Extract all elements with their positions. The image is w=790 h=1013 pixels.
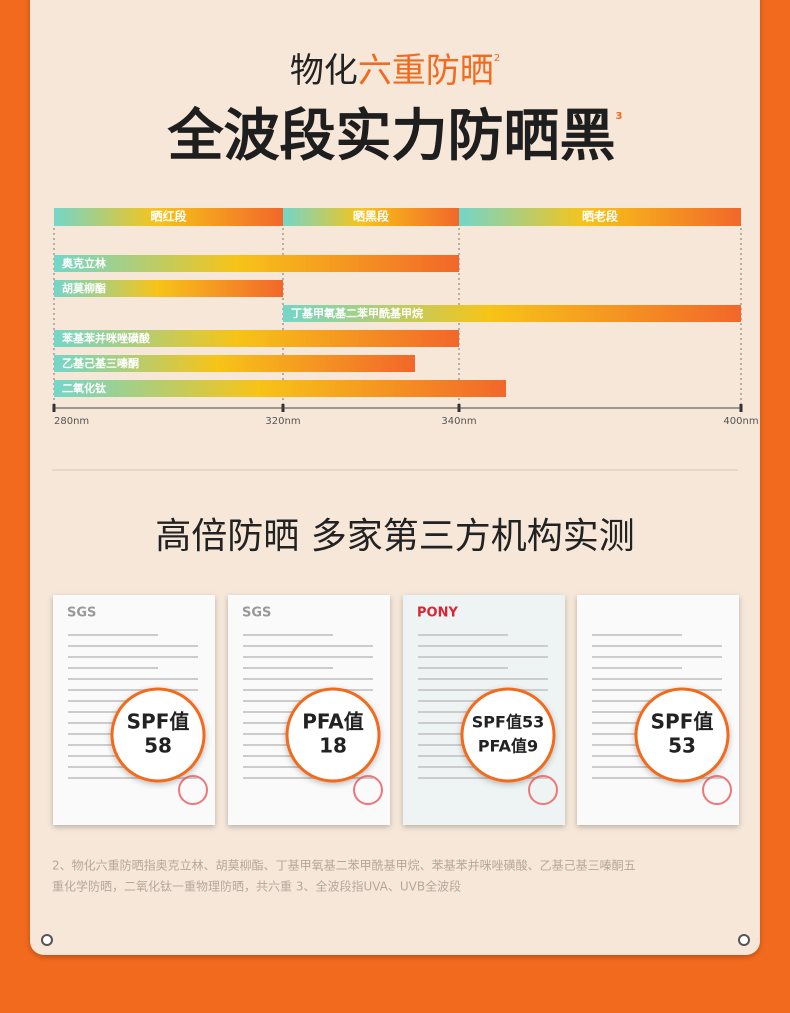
tick-label: 320nm (265, 416, 300, 427)
range-bar (283, 305, 741, 322)
screw (41, 934, 53, 946)
certificate-logo: SGS (67, 606, 96, 621)
range-bar (54, 280, 283, 297)
bar-label: 二氧化钛 (62, 381, 107, 395)
band (459, 208, 741, 226)
footnote: 重化学防晒，二氧化钛一重物理防晒，共六重 3、全波段指UVA、UVB全波段 (52, 879, 461, 894)
bar-label: 丁基甲氧基二苯甲酰基甲烷 (291, 306, 423, 320)
result-badge (460, 687, 556, 783)
range-bar (54, 380, 506, 397)
headline: 物化六重防晒2 (290, 51, 500, 91)
stamp (702, 775, 732, 805)
band (283, 208, 459, 226)
band (54, 208, 283, 226)
range-bar (54, 255, 459, 272)
result-badge (110, 687, 206, 783)
bar-label: 奥克立林 (61, 256, 106, 270)
result-text: PFA值9 (478, 737, 538, 756)
range-bar (54, 330, 459, 347)
stamp (178, 775, 208, 805)
tick-label: 340nm (441, 416, 476, 427)
tick-label: 400nm (723, 416, 758, 427)
result-text: SPF值 (651, 710, 714, 734)
result-badge (634, 687, 730, 783)
screw (738, 934, 750, 946)
footnote: 2、物化六重防晒指奥克立林、胡莫柳酯、丁基甲氧基二苯甲酰基甲烷、苯基苯并咪唑磺酸… (52, 858, 636, 873)
result-text: 58 (144, 734, 172, 758)
band-label: 晒老段 (582, 209, 619, 224)
section-title: 高倍防晒 多家第三方机构实测 (155, 516, 634, 557)
result-text: 18 (319, 734, 347, 758)
range-bar (54, 355, 415, 372)
result-text: SPF值53 (472, 713, 544, 732)
certificate-logo: PONY (417, 606, 458, 621)
result-badge (285, 687, 381, 783)
bar-label: 苯基苯并咪唑磺酸 (61, 331, 151, 345)
result-text: 53 (668, 734, 696, 758)
stamp (353, 775, 383, 805)
band-label: 晒红段 (150, 209, 187, 224)
tick-label: 280nm (54, 416, 89, 427)
bar-label: 乙基己基三嗪酮 (62, 356, 139, 370)
headline-main: 全波段实力防晒黑3 (167, 104, 623, 169)
bar-label: 胡莫柳酯 (62, 281, 106, 295)
band-label: 晒黑段 (353, 209, 390, 224)
certificate-logo: SGS (242, 606, 271, 621)
result-text: PFA值 (302, 710, 364, 734)
stamp (528, 775, 558, 805)
result-text: SPF值 (127, 710, 190, 734)
